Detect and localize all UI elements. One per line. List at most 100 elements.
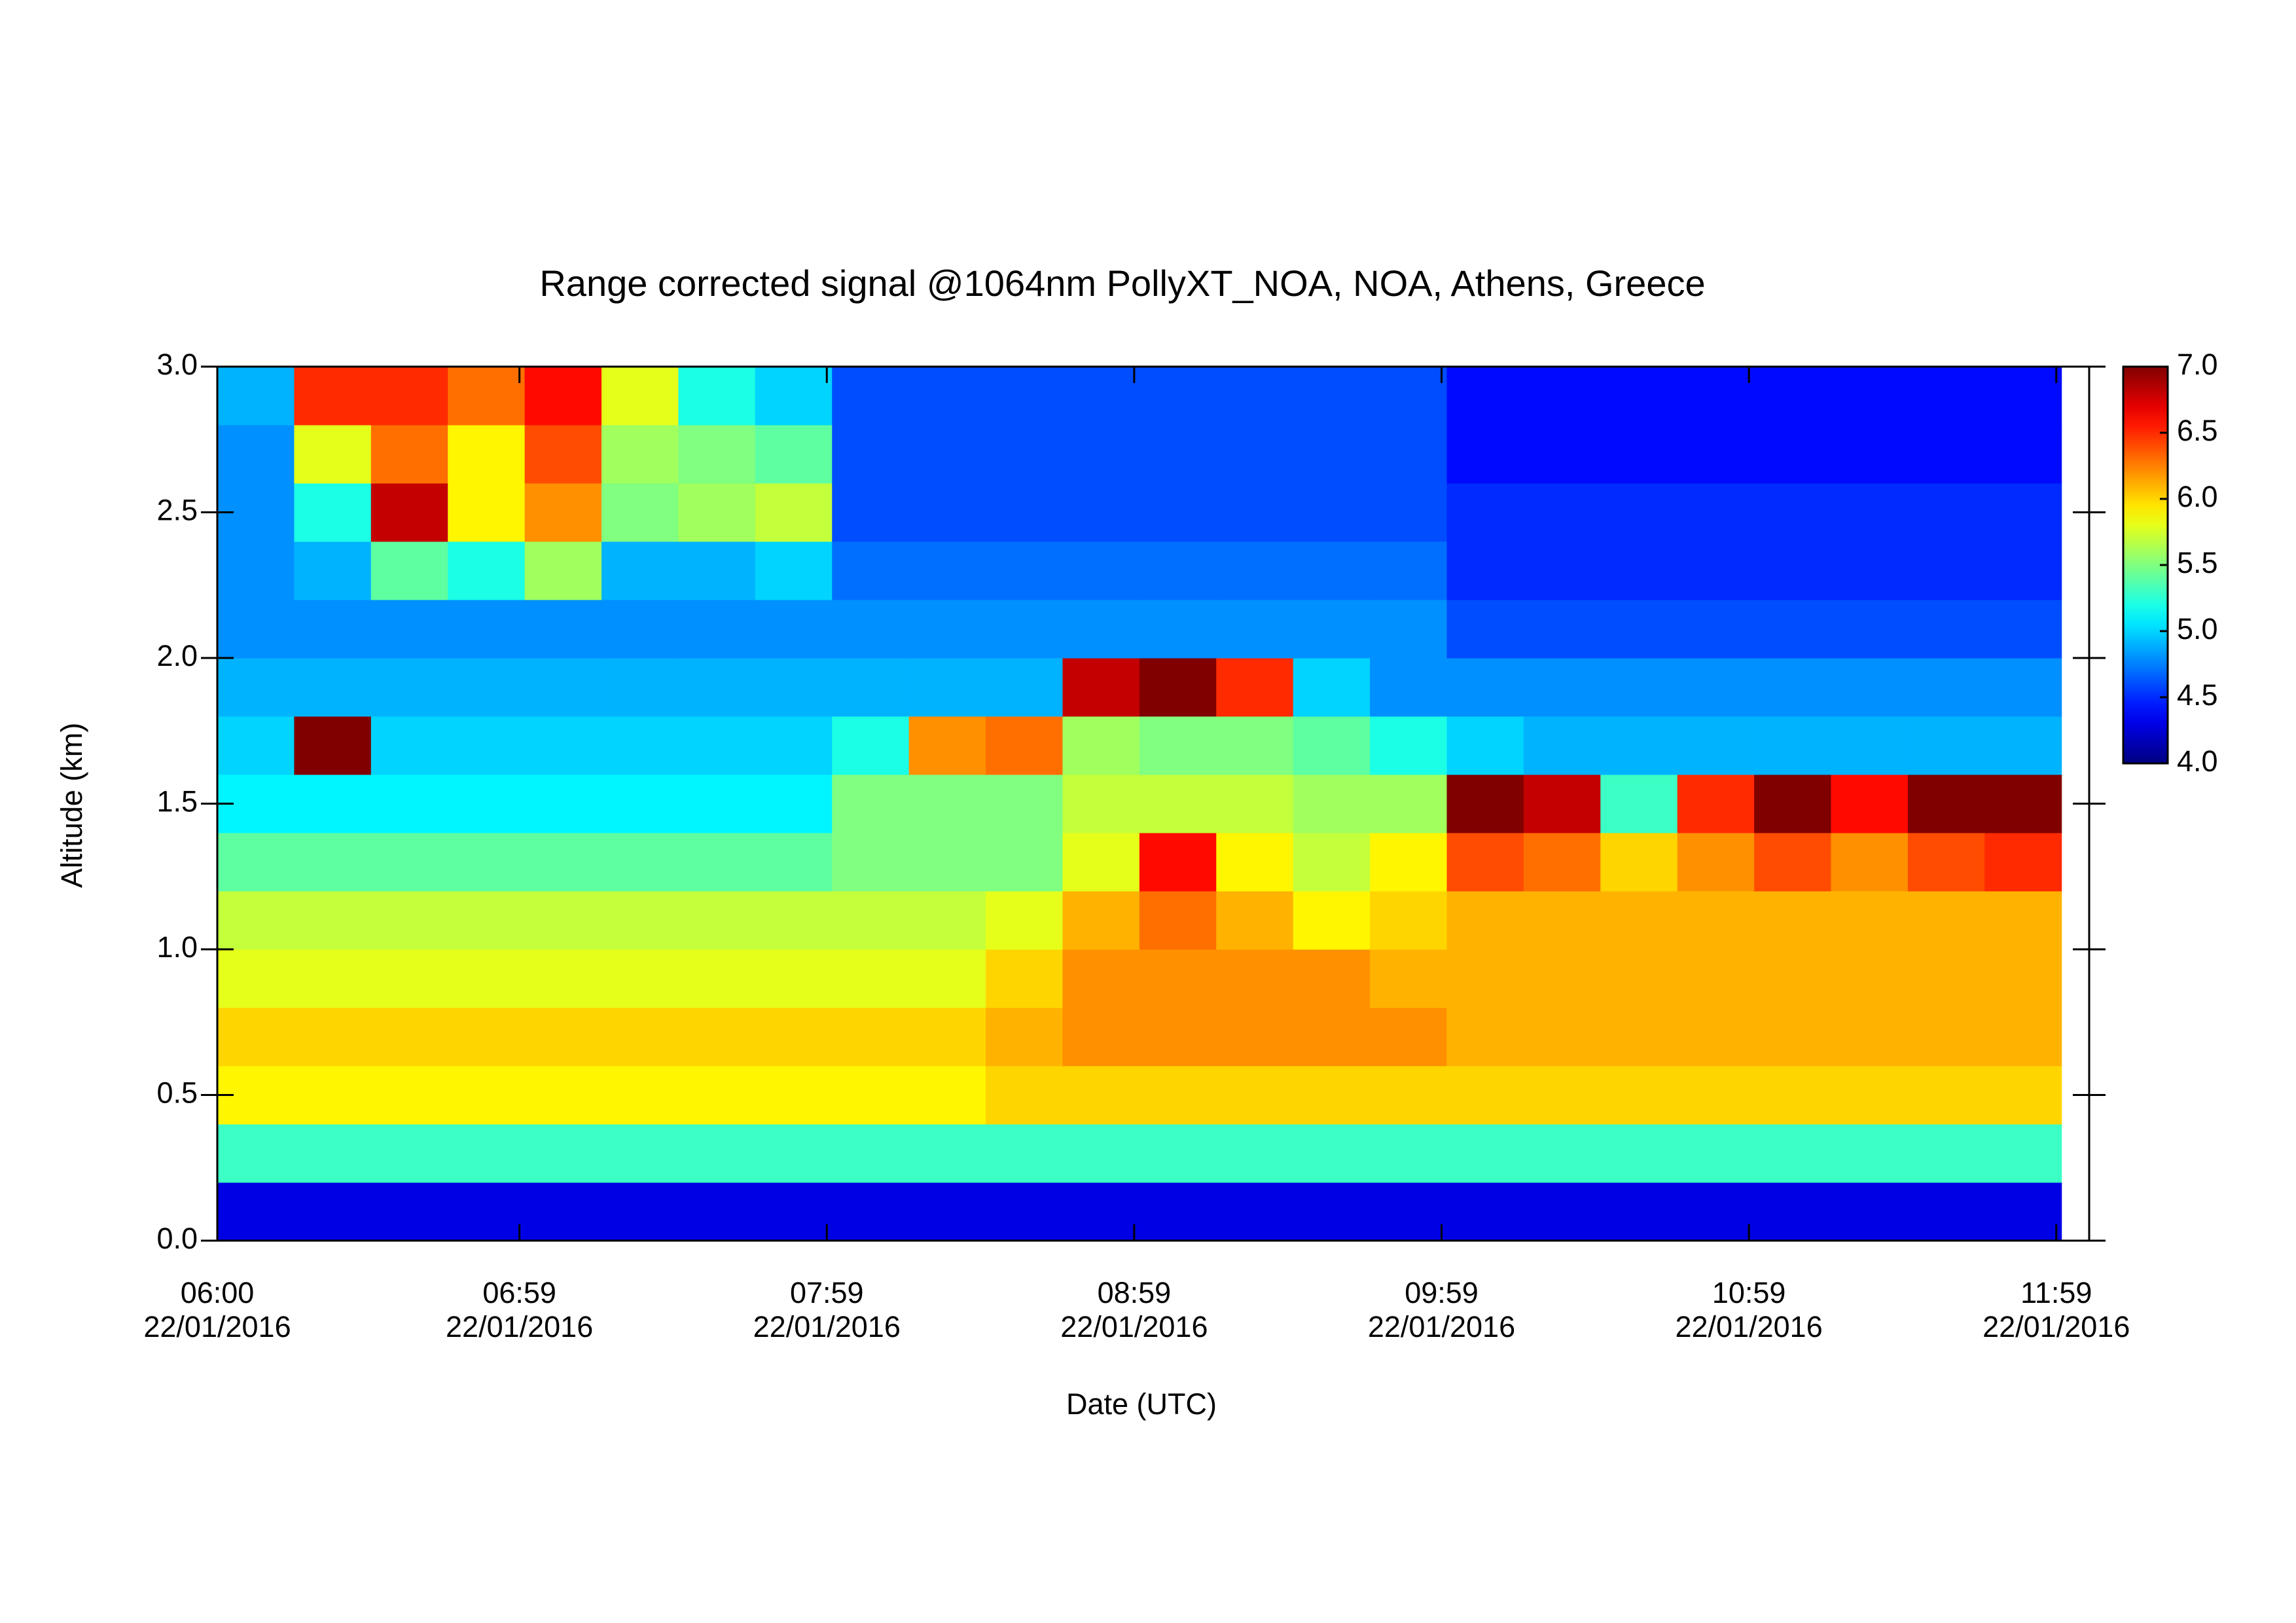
heatmap-cell	[1600, 658, 1678, 717]
heatmap-cell	[1062, 600, 1140, 659]
colorbar-tick-label: 6.5	[2177, 414, 2218, 447]
heatmap-cell	[1907, 949, 1985, 1008]
heatmap-cell	[1831, 483, 1909, 542]
heatmap-cell	[908, 833, 986, 892]
heatmap-cell	[370, 1182, 448, 1241]
heatmap-cell	[986, 658, 1063, 717]
heatmap-cell	[755, 949, 833, 1008]
heatmap-cell	[908, 541, 986, 600]
heatmap-cell	[1600, 1182, 1678, 1241]
heatmap-cell	[1293, 658, 1371, 717]
heatmap-cell	[1523, 716, 1601, 775]
heatmap-cell	[1677, 483, 1755, 542]
heatmap-cell	[448, 1124, 526, 1183]
colorbar-tick-label: 5.0	[2177, 612, 2218, 646]
heatmap-cell	[1446, 833, 1524, 892]
heatmap-cell	[1907, 367, 1985, 426]
heatmap-cell	[1831, 367, 1909, 426]
heatmap-cell	[601, 1008, 679, 1067]
heatmap-cell	[1216, 949, 1294, 1008]
heatmap-cell	[524, 600, 602, 659]
heatmap-cell	[217, 716, 295, 775]
heatmap-cell	[908, 367, 986, 426]
heatmap-cell	[217, 891, 295, 950]
heatmap-cell	[1293, 1182, 1371, 1241]
heatmap-cell	[448, 1066, 526, 1125]
heatmap-cell	[1446, 891, 1524, 950]
heatmap-cell	[1139, 600, 1217, 659]
heatmap-cell	[832, 891, 910, 950]
heatmap-cell	[832, 600, 910, 659]
heatmap-cell	[1523, 541, 1601, 600]
x-tick-label: 10:59 22/01/2016	[1676, 1276, 1823, 1343]
heatmap-cell	[986, 833, 1063, 892]
heatmap-cell	[294, 1008, 372, 1067]
heatmap-cell	[1446, 483, 1524, 542]
heatmap-cell	[1523, 949, 1601, 1008]
heatmap-cell	[1062, 1008, 1140, 1067]
heatmap-cell	[986, 425, 1063, 484]
heatmap-cell	[986, 483, 1063, 542]
heatmap-cell	[1523, 1124, 1601, 1183]
x-axis-label: Date (UTC)	[1066, 1387, 1217, 1421]
heatmap-cell	[1062, 775, 1140, 833]
heatmap-cell	[1216, 658, 1294, 717]
heatmap-cell	[755, 775, 833, 833]
heatmap-cell	[1677, 1066, 1755, 1125]
heatmap-cell	[908, 600, 986, 659]
heatmap-cell	[1677, 541, 1755, 600]
heatmap-cell	[678, 716, 756, 775]
x-tick-label: 07:59 22/01/2016	[753, 1276, 901, 1343]
heatmap-cell	[678, 658, 756, 717]
heatmap-cell	[908, 1008, 986, 1067]
heatmap-cell	[1370, 949, 1447, 1008]
heatmap-cell	[1139, 891, 1217, 950]
heatmap-cell	[294, 600, 372, 659]
heatmap-cell	[294, 483, 372, 542]
heatmap-cell	[1831, 425, 1909, 484]
heatmap-cell	[1754, 658, 1832, 717]
heatmap-cell	[1984, 1182, 2062, 1241]
heatmap-cell	[1216, 833, 1294, 892]
heatmap-cell	[1984, 833, 2062, 892]
heatmap-cell	[1907, 833, 1985, 892]
x-tick-label: 08:59 22/01/2016	[1060, 1276, 1208, 1343]
heatmap-cell	[1370, 367, 1447, 426]
heatmap-cell	[1216, 891, 1294, 950]
heatmap-cell	[908, 1066, 986, 1125]
heatmap-cell	[1600, 541, 1678, 600]
y-tick-label: 0.0	[156, 1222, 198, 1255]
heatmap-cell	[1139, 1008, 1217, 1067]
heatmap-cell	[755, 1182, 833, 1241]
heatmap-cell	[1293, 367, 1371, 426]
y-tick-label: 2.0	[156, 639, 198, 672]
heatmap-cell	[1754, 425, 1832, 484]
heatmap-cell	[524, 775, 602, 833]
heatmap-cell	[1523, 1182, 1601, 1241]
heatmap-cell	[1293, 425, 1371, 484]
heatmap-cell	[1139, 658, 1217, 717]
heatmap-cell	[678, 1066, 756, 1125]
heatmap-cell	[1754, 600, 1832, 659]
heatmap-cell	[678, 891, 756, 950]
heatmap-cell	[1293, 833, 1371, 892]
heatmap-cell	[1600, 716, 1678, 775]
heatmap-cell	[1446, 949, 1524, 1008]
colorbar-tick-label: 6.0	[2177, 480, 2218, 513]
heatmap-cell	[678, 600, 756, 659]
heatmap-cell	[1831, 1066, 1909, 1125]
y-tick-label: 1.0	[156, 930, 198, 964]
heatmap-cell	[1831, 1124, 1909, 1183]
heatmap-cell	[1984, 716, 2062, 775]
y-tick-label: 2.5	[156, 493, 198, 526]
heatmap-cell	[1293, 1066, 1371, 1125]
heatmap-cell	[217, 367, 295, 426]
heatmap-cell	[986, 600, 1063, 659]
heatmap-cell	[986, 775, 1063, 833]
x-tick-label: 06:00 22/01/2016	[143, 1276, 291, 1343]
heatmap-cell	[601, 541, 679, 600]
heatmap-cell	[832, 775, 910, 833]
heatmap-cell	[601, 658, 679, 717]
heatmap-cell	[1754, 1124, 1832, 1183]
